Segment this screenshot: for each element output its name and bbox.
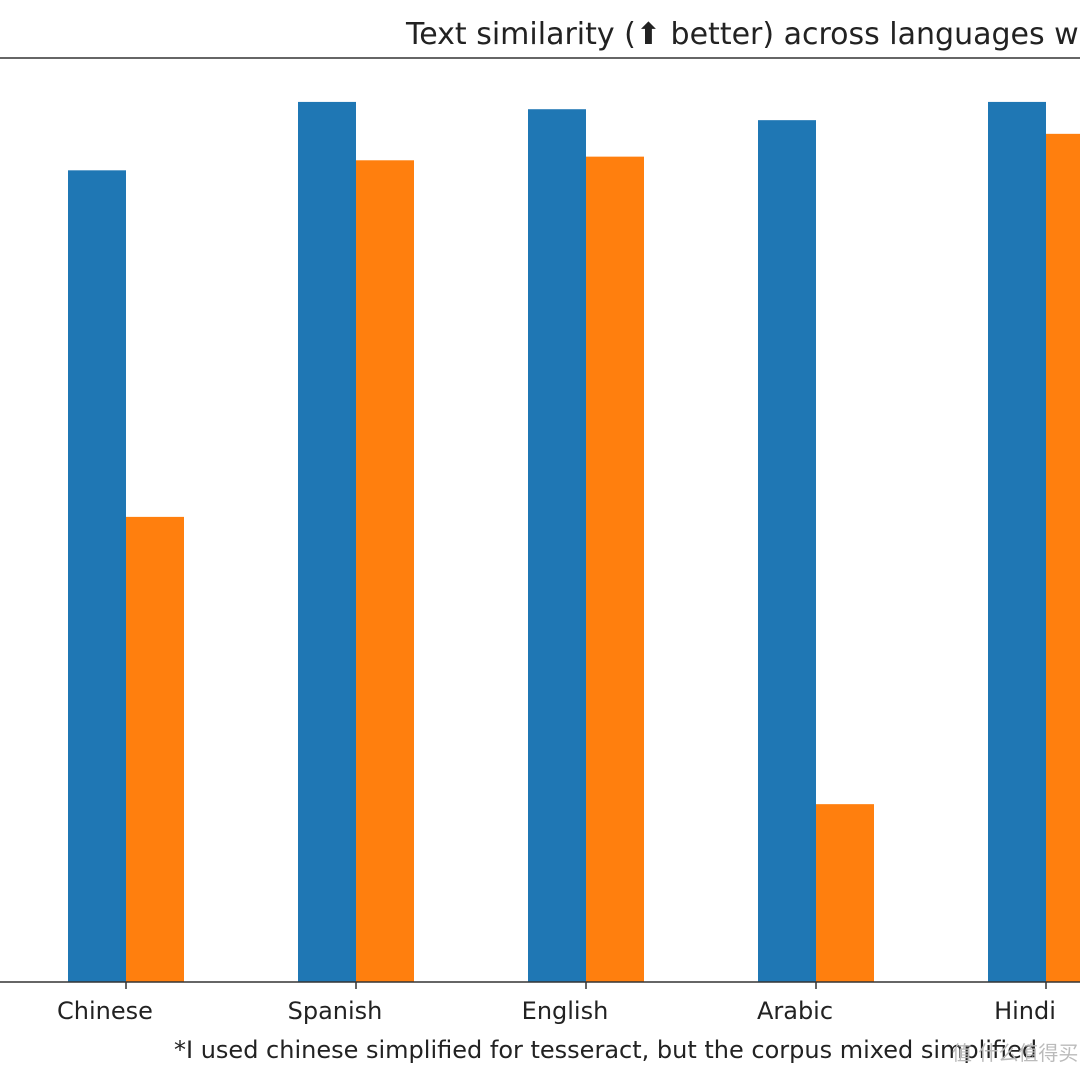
bars-layer — [68, 101, 1080, 983]
chart-title: Text similarity (⬆ better) across langua… — [405, 17, 1079, 52]
bar-hindi-series-2 — [1046, 133, 1080, 983]
x-tick-label-chinese: Chinese — [57, 997, 153, 1025]
x-tick-label-arabic: Arabic — [757, 997, 833, 1025]
bar-arabic-series-2 — [816, 804, 874, 982]
bar-spanish-series-2 — [356, 160, 414, 983]
footnote: *I used chinese simplified for tesseract… — [174, 1036, 1037, 1064]
bar-arabic-series-1 — [758, 120, 816, 982]
bar-spanish-series-1 — [298, 101, 356, 983]
x-tick-label-hindi: Hindi — [994, 997, 1056, 1025]
bar-chinese-series-2 — [126, 516, 184, 982]
bar-english-series-1 — [528, 109, 586, 982]
bar-english-series-2 — [586, 156, 644, 982]
watermark: 值 什么值得买 — [952, 1041, 1078, 1065]
x-tick-label-english: English — [522, 997, 609, 1025]
x-tick-label-spanish: Spanish — [288, 997, 383, 1025]
bar-hindi-series-1 — [988, 101, 1046, 983]
bar-chinese-series-1 — [68, 170, 126, 982]
x-ticks: Chinese Spanish English Arabic Hindi — [57, 982, 1056, 1025]
